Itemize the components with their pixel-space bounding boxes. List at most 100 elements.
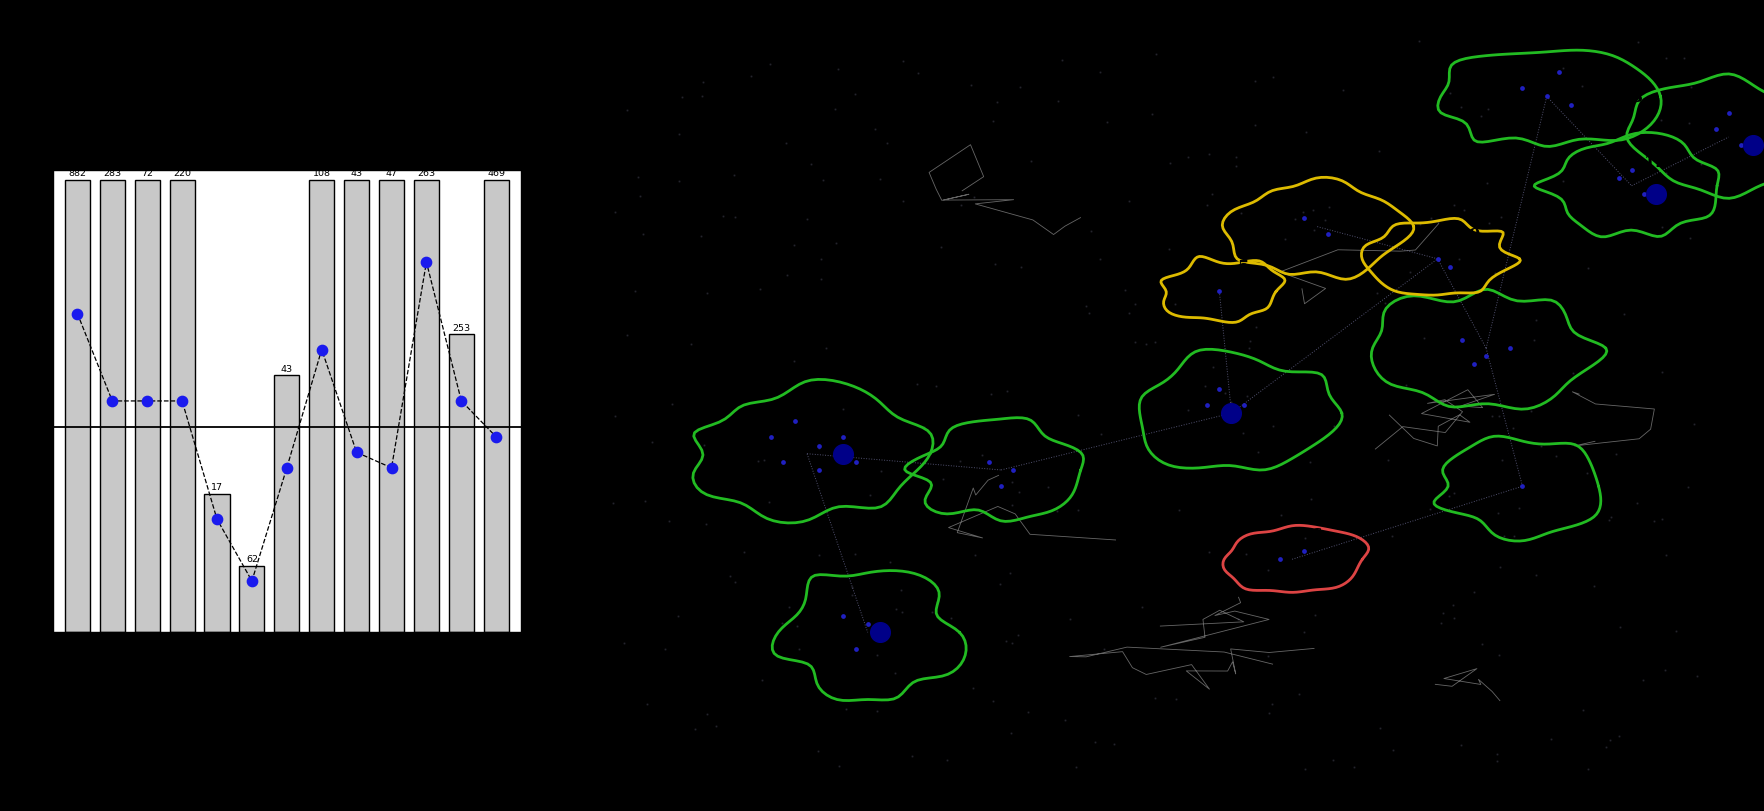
Point bbox=[1478, 410, 1506, 423]
Point bbox=[1267, 509, 1295, 522]
Point bbox=[1378, 530, 1406, 543]
Point bbox=[901, 378, 930, 391]
Point bbox=[1469, 350, 1498, 363]
Point bbox=[99, 395, 127, 408]
Point bbox=[908, 421, 937, 434]
Point bbox=[1549, 175, 1577, 188]
Point bbox=[1471, 350, 1499, 363]
Text: 9: 9 bbox=[1468, 227, 1478, 243]
Point bbox=[1641, 188, 1669, 201]
Point bbox=[1235, 342, 1263, 355]
Point bbox=[686, 230, 714, 243]
Point bbox=[808, 174, 836, 187]
Point bbox=[1446, 101, 1475, 114]
Point bbox=[1446, 334, 1475, 347]
Point bbox=[864, 174, 893, 187]
Point bbox=[960, 681, 988, 694]
Point bbox=[609, 637, 637, 650]
Point bbox=[1672, 482, 1700, 495]
Point bbox=[824, 759, 852, 772]
Text: 7: 7 bbox=[1346, 195, 1358, 211]
Point bbox=[663, 610, 691, 623]
Point bbox=[720, 212, 748, 225]
Point bbox=[771, 137, 799, 150]
Point bbox=[377, 461, 406, 474]
Point bbox=[1120, 298, 1148, 311]
Point bbox=[1115, 195, 1143, 208]
Bar bbox=[379, 181, 404, 633]
Point bbox=[602, 206, 630, 219]
Point bbox=[997, 727, 1025, 740]
Point bbox=[702, 719, 730, 732]
Point bbox=[1427, 616, 1455, 629]
Text: 469: 469 bbox=[487, 169, 505, 178]
Point bbox=[1226, 207, 1254, 220]
Point bbox=[1556, 99, 1584, 112]
Point bbox=[1445, 254, 1473, 267]
Point bbox=[1605, 620, 1633, 633]
Point bbox=[1161, 693, 1189, 706]
Point bbox=[811, 342, 840, 355]
Point bbox=[864, 626, 893, 639]
Point bbox=[1016, 156, 1044, 169]
Point bbox=[720, 169, 748, 182]
Point bbox=[946, 454, 974, 467]
Point bbox=[750, 454, 778, 467]
Point bbox=[1230, 399, 1258, 412]
Point bbox=[1738, 139, 1764, 152]
Text: 253: 253 bbox=[452, 323, 471, 333]
Point bbox=[1233, 390, 1261, 403]
Text: 220: 220 bbox=[173, 169, 191, 178]
Point bbox=[866, 465, 894, 478]
Point bbox=[1526, 440, 1554, 453]
Point bbox=[1484, 649, 1512, 662]
Point bbox=[1651, 548, 1679, 561]
Point bbox=[688, 91, 716, 104]
Point bbox=[1623, 497, 1651, 510]
Point bbox=[628, 228, 656, 241]
Point bbox=[1071, 300, 1099, 313]
Bar bbox=[65, 181, 90, 633]
Point bbox=[1164, 504, 1192, 517]
Point bbox=[1198, 188, 1226, 201]
Point bbox=[863, 705, 891, 718]
Point bbox=[1651, 52, 1679, 65]
Point bbox=[1508, 83, 1536, 96]
Point bbox=[1404, 218, 1432, 231]
Point bbox=[744, 283, 773, 296]
Bar bbox=[273, 375, 300, 633]
Bar bbox=[448, 335, 475, 633]
Text: 43: 43 bbox=[280, 364, 293, 373]
Point bbox=[1297, 493, 1325, 506]
Point bbox=[1505, 501, 1533, 514]
Point bbox=[1395, 266, 1424, 279]
Point bbox=[804, 464, 833, 477]
Point bbox=[690, 439, 718, 452]
Point bbox=[676, 337, 704, 350]
Point bbox=[1605, 172, 1633, 185]
Point bbox=[1371, 297, 1399, 310]
Point bbox=[273, 461, 302, 474]
Point bbox=[1482, 748, 1510, 761]
Text: 6: 6 bbox=[1311, 527, 1321, 543]
Point bbox=[1099, 738, 1127, 751]
Point bbox=[1074, 307, 1102, 320]
Point bbox=[1568, 704, 1596, 717]
Point bbox=[880, 667, 908, 680]
Point bbox=[887, 195, 916, 208]
Point bbox=[1362, 287, 1390, 300]
Point bbox=[1244, 446, 1272, 459]
Bar bbox=[169, 181, 194, 633]
Point bbox=[829, 448, 857, 461]
Point bbox=[917, 606, 946, 619]
Point bbox=[691, 518, 720, 531]
Point bbox=[1508, 480, 1536, 493]
Point bbox=[1424, 216, 1452, 229]
Point bbox=[1154, 243, 1182, 256]
Point bbox=[981, 258, 1009, 271]
Point bbox=[903, 68, 931, 81]
Point bbox=[829, 431, 857, 444]
Point bbox=[1281, 213, 1309, 226]
Point bbox=[1289, 545, 1318, 558]
Point bbox=[1679, 418, 1708, 431]
